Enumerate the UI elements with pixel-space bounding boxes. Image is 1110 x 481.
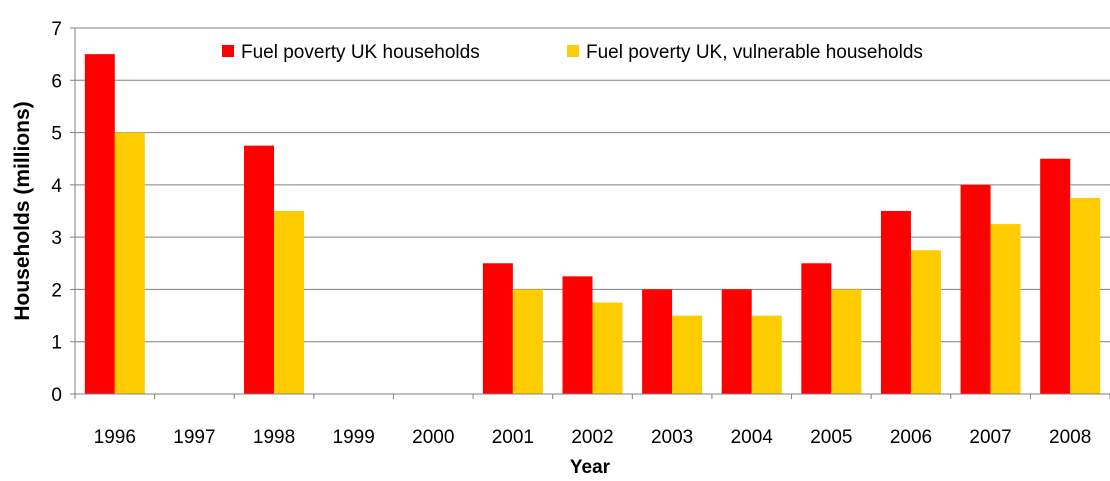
bar-series-1-2006 <box>881 211 911 394</box>
bar-series-1-2003 <box>642 289 672 394</box>
bar-series-1-1996 <box>85 54 115 394</box>
x-tick-label: 2008 <box>1049 427 1091 448</box>
legend-label-series-1: Fuel poverty UK households <box>241 42 480 63</box>
bar-series-2-2004 <box>752 316 782 394</box>
y-tick-label: 0 <box>51 385 62 406</box>
y-tick-label: 7 <box>51 19 62 40</box>
bar-series-2-2006 <box>911 250 941 394</box>
x-tick-label: 1996 <box>94 427 136 448</box>
bar-series-1-1998 <box>244 146 274 394</box>
bar-series-2-2001 <box>513 289 543 394</box>
bar-series-2-2003 <box>672 316 702 394</box>
bar-series-1-2005 <box>801 263 831 394</box>
x-tick-label: 2002 <box>571 427 613 448</box>
bar-series-1-2007 <box>961 185 991 394</box>
x-tick-labels: 1996 1997 1998 1999 2000 2001 2002 2003 2004 2005… <box>75 394 1110 448</box>
bar-series-2-2002 <box>593 303 623 395</box>
y-tick-label: 4 <box>51 176 62 197</box>
bar-series-1-2002 <box>563 276 593 394</box>
bar-series-2-1998 <box>274 211 304 394</box>
x-axis-title: Year <box>570 457 611 478</box>
y-tick-label: 1 <box>51 333 62 354</box>
y-tick-label: 2 <box>51 280 62 301</box>
y-tick-labels: 0 1 2 3 4 5 6 7 <box>51 19 75 406</box>
x-tick-label: 1999 <box>333 427 375 448</box>
y-axis-title: Households (millions) <box>11 101 34 320</box>
legend: Fuel poverty UK households Fuel poverty … <box>222 42 923 63</box>
y-tick-label: 6 <box>51 71 62 92</box>
bar-series-1-2001 <box>483 263 513 394</box>
bar-series-1-2004 <box>722 289 752 394</box>
x-tick-label: 2003 <box>651 427 693 448</box>
x-tick-label: 1998 <box>253 427 295 448</box>
x-tick-label: 2007 <box>969 427 1011 448</box>
y-tick-label: 5 <box>51 124 62 145</box>
x-tick-label: 2001 <box>492 427 534 448</box>
x-tick-label: 2006 <box>890 427 932 448</box>
bar-series-1-2008 <box>1040 159 1070 394</box>
legend-swatch-series-1 <box>222 45 234 57</box>
y-tick-label: 3 <box>51 228 62 249</box>
legend-swatch-series-2 <box>567 45 579 57</box>
x-tick-label: 2005 <box>810 427 852 448</box>
bar-series-2-1996 <box>115 133 145 394</box>
x-tick-label: 1997 <box>173 427 215 448</box>
bar-series-2-2008 <box>1070 198 1100 394</box>
x-tick-label: 2000 <box>412 427 454 448</box>
bar-series-2-2007 <box>991 224 1021 394</box>
bar-series-2-2005 <box>831 289 861 394</box>
x-tick-label: 2004 <box>731 427 774 448</box>
legend-label-series-2: Fuel poverty UK, vulnerable households <box>586 42 923 63</box>
bars <box>85 54 1100 394</box>
